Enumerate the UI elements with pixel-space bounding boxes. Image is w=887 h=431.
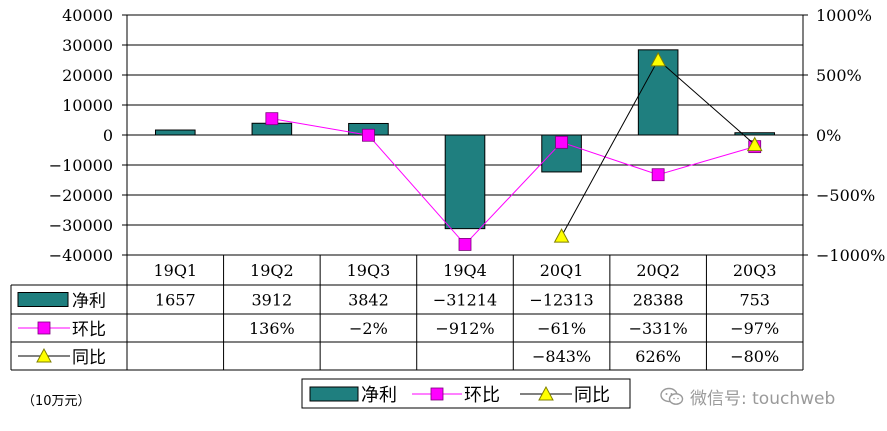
unit-label: （10万元） [22, 394, 91, 409]
category-label-19Q1: 19Q1 [153, 261, 197, 280]
y-left-tick-label: 40000 [62, 6, 113, 25]
point-环比 [651, 168, 665, 182]
bar-20Q3 [734, 132, 776, 136]
row-key-环比 [37, 321, 51, 335]
bar-20Q2 [637, 49, 679, 136]
legend-label-环比: 环比 [464, 385, 500, 406]
watermark: 微信号: touchweb [660, 384, 835, 409]
category-label-20Q2: 20Q2 [636, 261, 680, 280]
data-label-净利: 753 [739, 291, 770, 310]
data-label-净利: 3842 [348, 291, 389, 310]
category-label-20Q3: 20Q3 [733, 261, 777, 280]
data-label-净利: 3912 [251, 291, 292, 310]
y-right-tick-label: 500% [816, 66, 862, 85]
y-right-tick-label: 1000% [816, 6, 872, 25]
row-key-label-同比: 同比 [72, 348, 106, 368]
point-环比 [362, 128, 375, 142]
y-left-tick-label: 0 [103, 126, 113, 145]
legend-label-同比: 同比 [574, 385, 610, 406]
point-同比 [746, 136, 763, 152]
y-left-tick-label: −40000 [49, 246, 113, 265]
category-label-19Q3: 19Q3 [347, 261, 391, 280]
data-label-环比: −2% [349, 319, 388, 338]
legend-key-环比 [430, 387, 444, 401]
row-key-label-环比: 环比 [72, 320, 106, 340]
data-label-同比: −843% [532, 347, 591, 366]
row-key-净利 [17, 292, 69, 307]
y-left-tick-label: 10000 [62, 96, 113, 115]
y-left-tick-label: 20000 [62, 66, 113, 85]
y-left-tick-label: −20000 [49, 186, 113, 205]
point-环比 [555, 135, 568, 149]
category-label-19Q2: 19Q2 [250, 261, 294, 280]
y-right-tick-label: 0% [816, 126, 841, 145]
y-left-tick-label: −30000 [49, 216, 113, 235]
row-key-同比 [36, 347, 52, 363]
data-label-净利: −12313 [529, 291, 593, 310]
data-label-净利: −31214 [433, 291, 497, 310]
legend-key-净利 [309, 386, 359, 402]
point-同比 [553, 228, 570, 243]
data-label-环比: −97% [730, 319, 779, 338]
watermark-text: 微信号: touchweb [690, 389, 836, 409]
data-label-环比: −912% [435, 319, 494, 338]
data-label-同比: −80% [730, 347, 779, 366]
bar-19Q1 [154, 129, 196, 136]
legend-key-同比 [538, 385, 554, 401]
data-label-环比: 136% [249, 319, 295, 338]
data-label-环比: −331% [629, 319, 688, 338]
category-label-20Q1: 20Q1 [540, 261, 584, 280]
point-同比 [650, 51, 666, 67]
y-right-tick-label: −500% [816, 186, 875, 205]
point-环比 [265, 112, 279, 126]
y-left-tick-label: −10000 [49, 156, 113, 175]
data-label-同比: 626% [635, 347, 681, 366]
legend-label-净利: 净利 [361, 385, 397, 406]
y-left-tick-label: 30000 [62, 36, 113, 55]
data-label-环比: −61% [537, 319, 586, 338]
line-环比 [271, 118, 755, 246]
wechat-logo-icon [660, 387, 684, 405]
category-label-19Q4: 19Q4 [443, 261, 487, 280]
data-label-净利: 1657 [155, 291, 196, 310]
point-环比 [458, 238, 472, 251]
row-key-label-净利: 净利 [72, 292, 106, 312]
y-right-tick-label: −1000% [816, 246, 885, 265]
data-label-净利: 28388 [633, 291, 684, 310]
bar-19Q4 [444, 134, 486, 230]
